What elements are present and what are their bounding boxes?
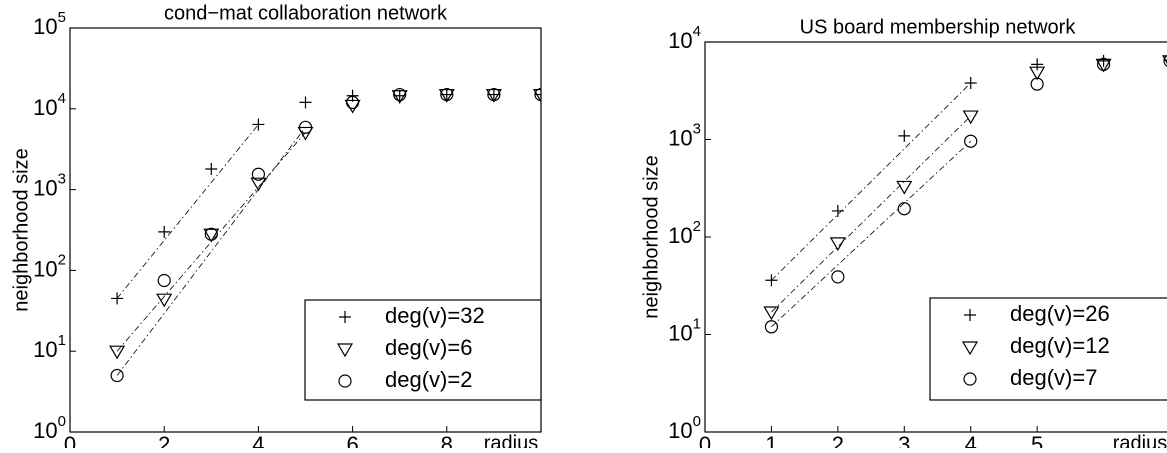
legend-label: deg(v)=7: [1010, 365, 1097, 390]
marker-circle: [298, 120, 313, 134]
marker-circle: [157, 273, 171, 288]
x-tick-label: 1: [765, 432, 777, 448]
legend-marker: [963, 372, 977, 386]
marker-circle: [831, 270, 845, 284]
legend-marker: [964, 309, 976, 321]
x-tick-label: 4: [252, 432, 264, 448]
marker-circle: [534, 87, 541, 102]
fit-line: [771, 82, 971, 281]
marker-circle: [440, 87, 454, 102]
fit-line: [771, 140, 971, 328]
y-tick-label: 100: [33, 413, 66, 443]
marker-circle: [487, 87, 501, 102]
marker-circle: [1030, 77, 1044, 91]
x-tick-label: 2: [158, 432, 170, 448]
marker-triangle: [109, 345, 126, 360]
marker-plus: [111, 292, 124, 305]
y-tick-label: 104: [33, 90, 66, 120]
fit-line: [771, 115, 971, 313]
legend: deg(v)=26 deg(v)=12 deg(v)=7: [929, 297, 1167, 401]
x-tick-label: 5: [1031, 432, 1043, 448]
marker-circle: [346, 95, 360, 110]
x-tick-label: 0: [699, 432, 711, 448]
chart-title: cond−mat collaboration network: [164, 2, 448, 24]
fit-line: [116, 127, 306, 376]
legend-label: deg(v)=6: [385, 335, 472, 360]
marker-circle: [204, 227, 218, 241]
chart: US board membership network radius neighbo…: [640, 16, 1167, 453]
y-tick-label: 101: [33, 332, 66, 362]
marker-plus: [898, 129, 911, 142]
marker-plus: [252, 118, 265, 131]
plot-area: [763, 54, 1167, 334]
y-tick-label: 102: [33, 251, 66, 281]
marker-triangle: [763, 306, 780, 321]
x-tick-label: 4: [965, 432, 977, 448]
x-tick-label: 8: [441, 432, 453, 448]
legend: deg(v)=32 deg(v)=6 deg(v)=2: [304, 299, 542, 401]
y-tick-label: 104: [668, 23, 701, 53]
marker-triangle: [203, 228, 220, 243]
marker-plus: [158, 225, 171, 238]
marker-circle: [393, 87, 407, 102]
y-axis-label: neighborhood size: [10, 148, 32, 311]
legend-marker: [336, 343, 354, 358]
marker-triangle: [344, 99, 361, 114]
marker-circle: [1163, 55, 1167, 67]
marker-circle: [251, 167, 265, 181]
y-tick-label: 103: [33, 171, 66, 201]
marker-plus: [346, 89, 359, 102]
marker-triangle: [1029, 66, 1046, 81]
x-axis-label: radius: [1113, 432, 1167, 448]
legend-marker: [961, 341, 979, 356]
marker-plus: [964, 76, 977, 89]
chart-title: US board membership network: [800, 16, 1077, 38]
y-axis-label: neighborhood size: [640, 155, 662, 318]
legend-label: deg(v)=32: [385, 303, 485, 328]
marker-triangle: [485, 88, 502, 103]
marker-plus: [1097, 54, 1110, 67]
marker-plus: [205, 162, 218, 175]
x-tick-label: 0: [64, 432, 76, 448]
marker-circle: [110, 368, 124, 383]
x-tick-label: 6: [346, 432, 358, 448]
y-tick-label: 105: [33, 9, 66, 39]
marker-triangle: [829, 237, 846, 252]
marker-circle: [897, 202, 911, 216]
marker-triangle: [962, 110, 979, 125]
legend-marker: [338, 374, 352, 388]
marker-circle: [1096, 57, 1111, 71]
marker-triangle: [1095, 58, 1112, 73]
x-axis-label: radius: [484, 432, 538, 448]
chart: cond−mat collaboration network radius neig…: [10, 2, 542, 453]
marker-circle: [964, 134, 978, 148]
plot-area: [109, 87, 541, 383]
y-tick-label: 100: [668, 413, 701, 443]
marker-triangle: [438, 88, 455, 103]
marker-triangle: [391, 90, 408, 104]
legend-label: deg(v)=2: [385, 367, 472, 392]
x-tick-label: 3: [898, 432, 910, 448]
legend-label: deg(v)=12: [1010, 333, 1110, 358]
marker-plus: [765, 274, 778, 287]
marker-circle: [764, 320, 779, 334]
y-tick-label: 102: [668, 218, 701, 248]
marker-triangle: [532, 88, 541, 103]
x-tick-label: 2: [832, 432, 844, 448]
marker-plus: [1031, 58, 1044, 71]
marker-plus: [831, 204, 844, 217]
y-tick-label: 101: [668, 315, 701, 345]
plot-frame: [69, 27, 542, 433]
marker-plus: [299, 96, 312, 109]
y-tick-label: 103: [668, 120, 701, 150]
fit-line: [116, 124, 259, 299]
marker-triangle: [896, 180, 913, 195]
marker-triangle: [156, 293, 173, 308]
legend-label: deg(v)=26: [1010, 301, 1110, 326]
legend-marker: [339, 311, 351, 323]
